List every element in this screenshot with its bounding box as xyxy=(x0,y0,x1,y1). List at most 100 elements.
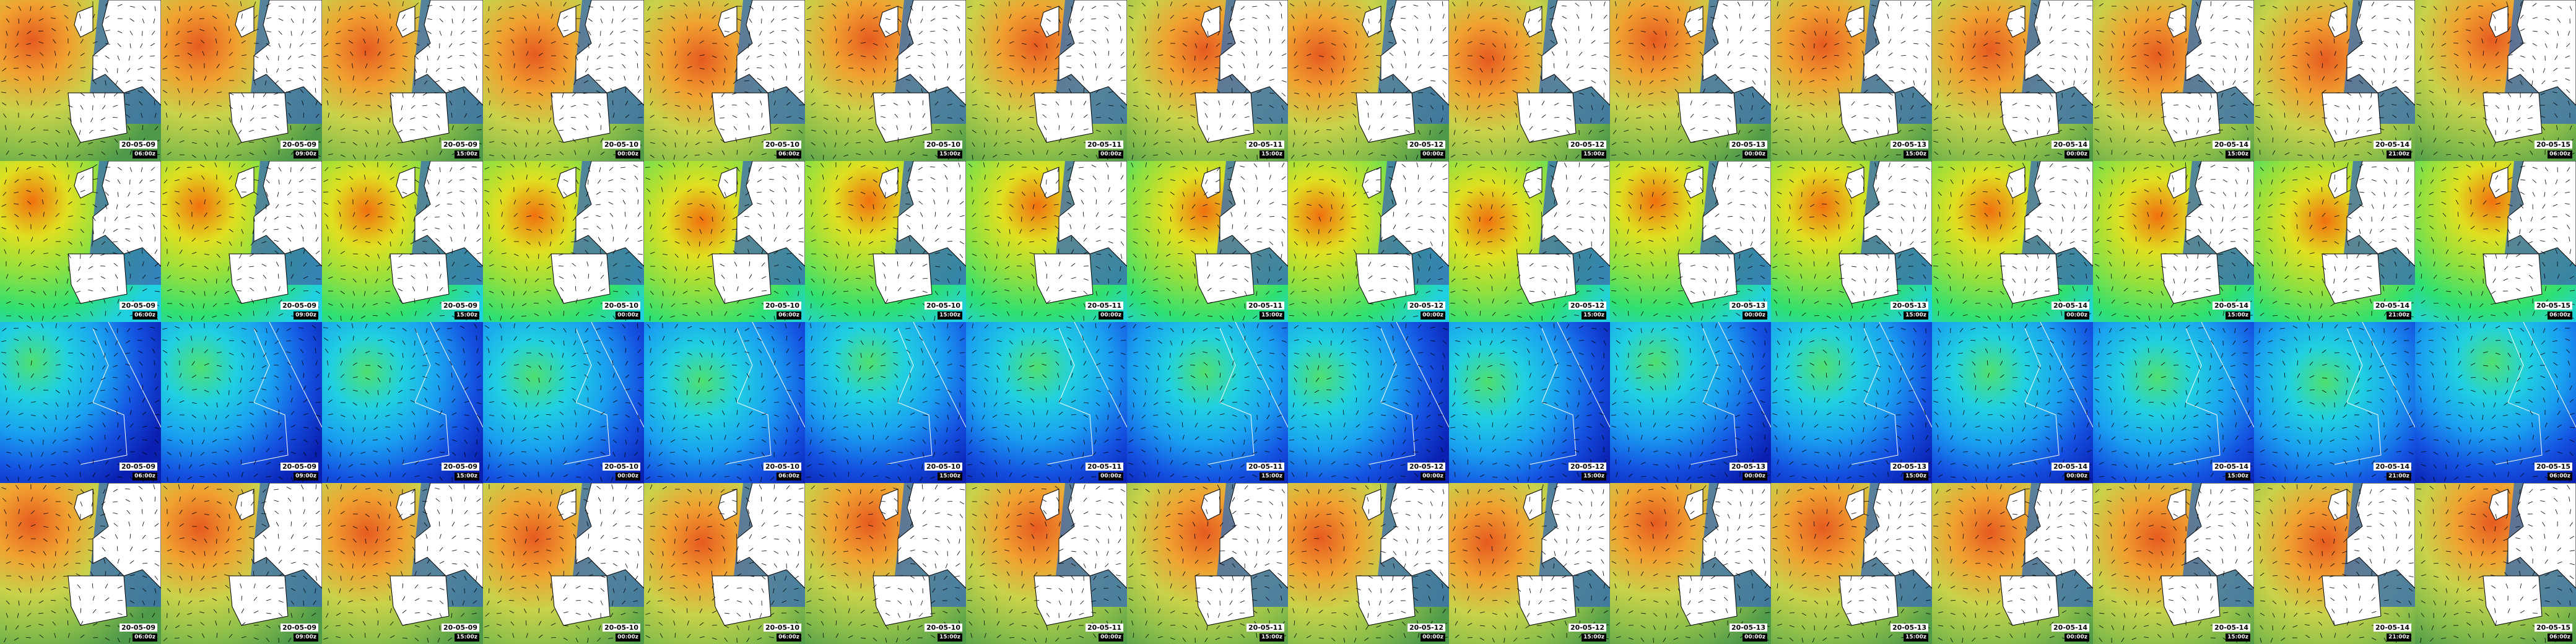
wind-arrow xyxy=(637,402,642,406)
wind-arrow xyxy=(39,176,44,180)
wind-arrow xyxy=(154,373,157,378)
wind-arrow xyxy=(575,55,578,61)
wind-arrow xyxy=(489,237,492,242)
wind-arrow xyxy=(324,337,329,341)
wind-arrow xyxy=(6,600,10,605)
wind-arrow xyxy=(385,290,391,292)
wind-arrow xyxy=(385,562,391,564)
wind-arrow xyxy=(501,115,507,118)
date-label: 20-05-09 xyxy=(280,624,318,632)
wind-arrow xyxy=(175,167,180,171)
wind-arrow xyxy=(464,360,466,366)
wind-arrow xyxy=(1095,154,1099,160)
wind-arrow xyxy=(411,275,416,279)
wind-arrow xyxy=(1120,92,1126,95)
wind-arrow xyxy=(608,201,614,205)
wind-arrow xyxy=(959,105,965,107)
wind-arrow xyxy=(984,64,988,69)
wind-arrow xyxy=(227,14,230,19)
wind-arrow xyxy=(600,451,606,455)
wind-arrow xyxy=(970,175,973,180)
wind-arrow xyxy=(881,352,886,356)
wind-arrow xyxy=(374,596,378,601)
wind-arrow xyxy=(732,228,738,230)
wind-arrow xyxy=(708,501,713,506)
wind-arrow xyxy=(179,303,184,307)
wind-arrow xyxy=(811,526,816,529)
wind-arrow xyxy=(526,324,530,329)
wind-arrow xyxy=(179,400,185,403)
wind-arrow xyxy=(637,63,638,69)
wind-arrow xyxy=(315,113,320,118)
wind-arrow xyxy=(562,559,564,564)
wind-arrow xyxy=(303,575,308,580)
wind-arrow xyxy=(3,55,7,61)
land xyxy=(1058,483,1127,589)
wind-arrow xyxy=(942,17,948,19)
wind-arrow xyxy=(711,611,717,614)
wind-arrow xyxy=(1106,290,1109,296)
wind-arrow xyxy=(15,43,19,48)
wind-arrow xyxy=(720,105,725,108)
wind-arrow xyxy=(365,350,370,354)
wind-arrow xyxy=(311,167,316,169)
wind-arrow xyxy=(201,575,205,580)
wind-arrow xyxy=(1071,315,1075,320)
wind-arrow xyxy=(241,489,244,494)
wind-arrow xyxy=(398,424,403,428)
wind-arrow xyxy=(637,526,643,529)
wind-arrow xyxy=(365,323,368,329)
wind-arrow xyxy=(423,126,428,131)
wind-arrow xyxy=(856,413,861,416)
wind-arrow xyxy=(484,43,490,45)
wind-arrow xyxy=(142,549,147,552)
wind-arrow xyxy=(501,427,504,432)
wind-arrow xyxy=(163,637,168,642)
wind-arrow xyxy=(823,142,826,147)
wind-arrow xyxy=(848,105,851,110)
wind-arrow xyxy=(724,637,728,642)
wind-arrow xyxy=(422,92,428,96)
wind-arrow xyxy=(266,448,270,453)
wind-arrow xyxy=(1046,150,1048,155)
wind-arrow xyxy=(191,484,194,490)
wind-arrow xyxy=(324,625,329,629)
wind-arrow xyxy=(167,18,169,24)
wind-arrow xyxy=(43,498,48,502)
wind-arrow xyxy=(930,176,936,180)
wind-arrow xyxy=(303,522,307,527)
wind-arrow xyxy=(337,600,341,605)
wind-arrow xyxy=(266,328,268,333)
land xyxy=(414,0,483,106)
wind-arrow xyxy=(1120,377,1123,383)
map-tile: 20-05-11 00:00z xyxy=(966,483,1127,644)
wind-arrow xyxy=(934,129,941,131)
wind-arrow xyxy=(1083,439,1086,445)
land xyxy=(736,483,805,589)
wind-arrow xyxy=(80,489,84,494)
wind-arrow xyxy=(600,563,606,564)
wind-arrow xyxy=(1046,410,1048,416)
wind-arrow xyxy=(522,15,527,19)
wind-arrow xyxy=(910,398,914,403)
wind-arrow xyxy=(897,476,902,481)
wind-arrow xyxy=(835,241,840,246)
wind-arrow xyxy=(724,585,729,589)
wind-arrow xyxy=(848,340,853,343)
wind-arrow xyxy=(786,526,791,528)
date-label: 20-05-09 xyxy=(280,141,318,149)
land xyxy=(92,161,161,267)
wind-arrow xyxy=(611,224,614,230)
wind-arrow xyxy=(736,559,741,564)
wind-arrow xyxy=(489,113,492,118)
wind-arrow xyxy=(376,26,378,32)
wind-arrow xyxy=(868,129,874,131)
wind-arrow xyxy=(427,625,431,630)
coast xyxy=(402,322,483,465)
wind-arrow xyxy=(249,266,255,268)
wind-arrow xyxy=(685,266,688,271)
wind-arrow xyxy=(859,365,861,370)
wind-arrow xyxy=(253,328,258,333)
wind-arrow xyxy=(398,129,403,133)
wind-arrow xyxy=(216,337,221,341)
